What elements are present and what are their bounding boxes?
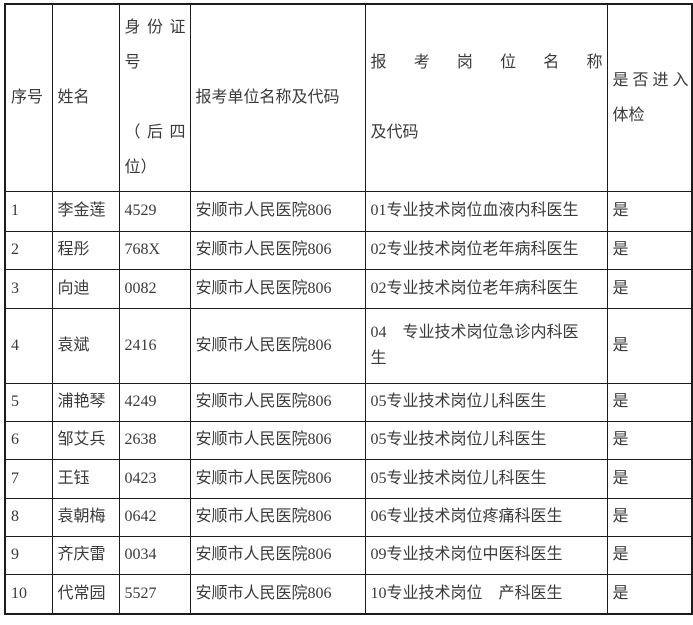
cell-position: 02专业技术岗位老年病科医生 <box>364 230 608 270</box>
cell-name: 向迪 <box>51 268 120 309</box>
cell-position: 06专业技术岗位疼痛科医生 <box>364 497 608 537</box>
cell-name: 浦艳琴 <box>51 382 120 422</box>
header-id-line: 号 <box>124 54 141 72</box>
cell-name: 袁斌 <box>51 307 120 384</box>
cell-unit: 安顺市人民医院806 <box>189 420 366 460</box>
cell-unit: 安顺市人民医院806 <box>189 190 366 232</box>
cell-physical-exam: 是 <box>606 497 693 537</box>
header-serial: 序号 <box>4 3 53 192</box>
cell-serial: 10 <box>4 573 53 615</box>
cell-unit: 安顺市人民医院806 <box>189 230 366 270</box>
cell-physical-exam: 是 <box>606 382 693 422</box>
cell-unit: 安顺市人民医院806 <box>189 382 366 422</box>
cell-name: 王钰 <box>51 458 120 499</box>
cell-id-last4: 0034 <box>118 535 191 575</box>
header-id-last4: 身 份 证 号 （ 后 四 位） <box>118 3 191 192</box>
cell-serial: 9 <box>4 535 53 575</box>
cell-id-last4: 0423 <box>118 458 191 499</box>
cell-unit: 安顺市人民医院806 <box>189 268 366 309</box>
cell-physical-exam: 是 <box>606 458 693 499</box>
cell-name: 代常园 <box>51 573 120 615</box>
cell-id-last4: 0642 <box>118 497 191 537</box>
cell-serial: 3 <box>4 268 53 309</box>
header-id-line: （ 后 四 <box>124 124 186 142</box>
cell-physical-exam: 是 <box>606 573 693 615</box>
cell-position: 01专业技术岗位血液内科医生 <box>364 190 608 232</box>
cell-position: 05专业技术岗位儿科医生 <box>364 382 608 422</box>
cell-serial: 5 <box>4 382 53 422</box>
cell-serial: 7 <box>4 458 53 499</box>
table-row: 8 袁朝梅 0642 安顺市人民医院806 06专业技术岗位疼痛科医生 是 <box>4 497 693 537</box>
cell-position: 05专业技术岗位儿科医生 <box>364 420 608 460</box>
cell-position: 09专业技术岗位中医科医生 <box>364 535 608 575</box>
cell-unit: 安顺市人民医院806 <box>189 535 366 575</box>
header-position-line: 及代码 <box>370 124 419 142</box>
cell-physical-exam: 是 <box>606 535 693 575</box>
header-physical-line: 是 否 进 入 <box>612 71 689 89</box>
cell-id-last4: 2638 <box>118 420 191 460</box>
cell-unit: 安顺市人民医院806 <box>189 458 366 499</box>
cell-serial: 8 <box>4 497 53 537</box>
cell-physical-exam: 是 <box>606 268 693 309</box>
cell-physical-exam: 是 <box>606 307 693 384</box>
cell-serial: 6 <box>4 420 53 460</box>
cell-name: 邹艾兵 <box>51 420 120 460</box>
cell-serial: 1 <box>4 190 53 232</box>
cell-serial: 4 <box>4 307 53 384</box>
table-row: 7 王钰 0423 安顺市人民医院806 05专业技术岗位儿科医生 是 <box>4 458 693 499</box>
table-row: 2 程彤 768X 安顺市人民医院806 02专业技术岗位老年病科医生 是 <box>4 230 693 270</box>
cell-position: 02专业技术岗位老年病科医生 <box>364 268 608 309</box>
cell-position: 04 专业技术岗位急诊内科医 生 <box>364 307 608 384</box>
cell-position: 10专业技术岗位 产科医生 <box>364 573 608 615</box>
cell-serial: 2 <box>4 230 53 270</box>
header-name: 姓名 <box>51 3 120 192</box>
table-row: 9 齐庆雷 0034 安顺市人民医院806 09专业技术岗位中医科医生 是 <box>4 535 693 575</box>
cell-id-last4: 5527 <box>118 573 191 615</box>
header-id-line <box>125 80 186 115</box>
cell-name: 李金莲 <box>51 190 120 232</box>
cell-unit: 安顺市人民医院806 <box>189 307 366 384</box>
cell-id-last4: 768X <box>118 230 191 270</box>
table-row: 10 代常园 5527 安顺市人民医院806 10专业技术岗位 产科医生 是 <box>4 573 693 615</box>
cell-physical-exam: 是 <box>606 420 693 460</box>
cell-physical-exam: 是 <box>606 230 693 270</box>
header-position: 报 考 岗 位 名 称 及代码 <box>364 3 608 192</box>
cell-id-last4: 0082 <box>118 268 191 309</box>
candidates-table: 序号 姓名 身 份 证 号 （ 后 四 位） 报考单位名称及代码 报 考 岗 位… <box>4 3 693 615</box>
table-row: 6 邹艾兵 2638 安顺市人民医院806 05专业技术岗位儿科医生 是 <box>4 420 693 460</box>
cell-name: 齐庆雷 <box>51 535 120 575</box>
cell-name: 程彤 <box>51 230 120 270</box>
table-row: 1 李金莲 4529 安顺市人民医院806 01专业技术岗位血液内科医生 是 <box>4 190 693 232</box>
header-id-line: 位） <box>124 159 157 177</box>
header-physical-exam: 是 否 进 入 体检 <box>606 3 693 192</box>
cell-id-last4: 2416 <box>118 307 191 384</box>
table-row: 4 袁斌 2416 安顺市人民医院806 04 专业技术岗位急诊内科医 生 是 <box>4 307 693 384</box>
header-physical-line: 体检 <box>612 106 645 124</box>
cell-physical-exam: 是 <box>606 190 693 232</box>
cell-position: 05专业技术岗位儿科医生 <box>364 458 608 499</box>
header-unit: 报考单位名称及代码 <box>189 3 366 192</box>
cell-unit: 安顺市人民医院806 <box>189 497 366 537</box>
table-row: 5 浦艳琴 4249 安顺市人民医院806 05专业技术岗位儿科医生 是 <box>4 382 693 422</box>
cell-id-last4: 4249 <box>118 382 191 422</box>
header-position-line: 报 考 岗 位 名 称 <box>370 54 603 72</box>
header-row: 序号 姓名 身 份 证 号 （ 后 四 位） 报考单位名称及代码 报 考 岗 位… <box>4 3 693 192</box>
table-row: 3 向迪 0082 安顺市人民医院806 02专业技术岗位老年病科医生 是 <box>4 268 693 309</box>
header-position-line <box>371 80 603 115</box>
header-id-line: 身 份 证 <box>124 19 186 37</box>
cell-id-last4: 4529 <box>118 190 191 232</box>
cell-unit: 安顺市人民医院806 <box>189 573 366 615</box>
cell-name: 袁朝梅 <box>51 497 120 537</box>
